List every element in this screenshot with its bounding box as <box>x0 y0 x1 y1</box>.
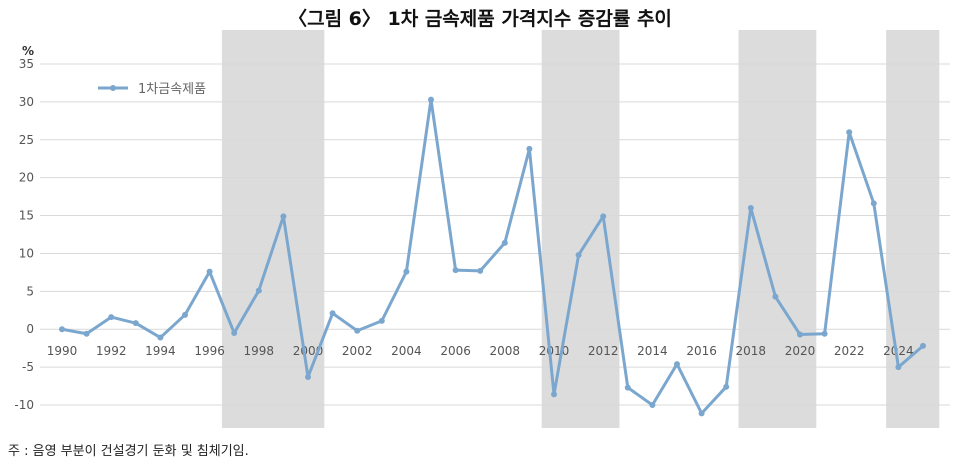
legend-dot-marker <box>110 85 116 91</box>
data-point-2007 <box>477 267 484 274</box>
x-tick-label: 1990 <box>47 344 78 358</box>
shade-period-1 <box>541 30 620 428</box>
x-tick-label: 2020 <box>785 344 816 358</box>
x-tick-label: 2006 <box>440 344 471 358</box>
shade-period-3 <box>886 30 940 428</box>
x-tick-label: 2012 <box>588 344 619 358</box>
y-tick-label: 30 <box>19 95 34 109</box>
data-point-2006 <box>452 267 459 274</box>
data-point-1997 <box>231 330 238 337</box>
data-point-2005 <box>428 96 434 103</box>
x-tick-label: 2018 <box>736 344 767 358</box>
y-tick-label: 5 <box>26 284 34 298</box>
x-axis: 1990 1992 1994 1996 1998 2000 2002 2004 2006 2008… <box>47 344 914 358</box>
data-point-2017 <box>723 383 730 390</box>
y-tick-label: 25 <box>19 133 34 147</box>
x-tick-label: 1998 <box>244 344 275 358</box>
line-chart: -10 -5 0 5 10 15 20 25 30 35 % 1990 1992 1994 1996 19… <box>14 30 950 428</box>
data-point-1994 <box>157 334 164 341</box>
series-group <box>59 96 926 417</box>
data-point-2020 <box>797 331 803 338</box>
x-tick-label: 1992 <box>96 344 127 358</box>
y-tick-label: 0 <box>26 322 34 336</box>
y-axis-unit: % <box>22 44 34 58</box>
data-point-2016 <box>698 410 705 417</box>
data-point-1996 <box>206 268 213 275</box>
data-point-1999 <box>280 213 287 220</box>
shaded-periods <box>221 30 940 428</box>
data-point-2012 <box>600 213 607 220</box>
data-point-2010 <box>551 391 557 398</box>
x-tick-label: 2024 <box>883 344 914 358</box>
data-point-1990 <box>59 326 65 333</box>
y-tick-label: 35 <box>19 57 34 71</box>
x-tick-label: 2004 <box>391 344 422 358</box>
data-point-2002 <box>354 327 361 334</box>
legend: 1차금속제품 <box>98 82 206 97</box>
data-point-2018 <box>747 204 754 211</box>
y-axis: -10 -5 0 5 10 15 20 25 30 35 <box>14 57 34 412</box>
y-tick-label: -10 <box>14 398 34 412</box>
chart-title: 〈그림 6〉 1차 금속제품 가격지수 증감률 추이 <box>288 8 672 30</box>
data-point-2001 <box>329 310 336 317</box>
x-tick-label: 1994 <box>145 344 176 358</box>
data-point-1995 <box>182 311 188 318</box>
data-point-1998 <box>255 287 262 294</box>
x-tick-label: 2014 <box>637 344 668 358</box>
x-tick-label: 2002 <box>342 344 373 358</box>
legend-label: 1차금속제품 <box>138 82 206 97</box>
data-point-2011 <box>575 251 582 258</box>
shade-period-2 <box>738 30 817 428</box>
y-tick-label: -5 <box>22 360 34 374</box>
x-tick-label: 2022 <box>834 344 865 358</box>
data-point-2019 <box>772 293 779 300</box>
data-point-2015 <box>674 361 680 368</box>
data-point-2003 <box>378 317 385 324</box>
data-point-1991 <box>83 330 90 337</box>
y-tick-label: 10 <box>19 246 34 260</box>
data-point-2014 <box>649 402 656 408</box>
data-point-1992 <box>108 314 115 321</box>
y-tick-label: 20 <box>19 171 34 185</box>
data-point-2004 <box>403 268 410 275</box>
shade-period-0 <box>221 30 325 428</box>
data-point-2025 <box>920 342 926 349</box>
data-point-2000 <box>305 373 311 380</box>
x-tick-label: 2010 <box>539 344 570 358</box>
footnote: 주 : 음영 부분이 건설경기 둔화 및 침체기임. <box>8 444 249 459</box>
y-tick-label: 15 <box>19 209 34 223</box>
data-point-1993 <box>132 320 139 327</box>
data-point-2023 <box>870 200 877 207</box>
series-line-0 <box>61 98 924 415</box>
data-point-2008 <box>501 239 508 246</box>
x-tick-label: 1996 <box>194 344 225 358</box>
x-tick-label: 2008 <box>490 344 521 358</box>
data-point-2013 <box>624 384 631 391</box>
data-point-2022 <box>846 129 853 136</box>
data-point-2021 <box>821 330 828 337</box>
data-point-2009 <box>526 145 533 152</box>
data-point-2024 <box>895 364 902 371</box>
x-tick-label: 2016 <box>686 344 717 358</box>
